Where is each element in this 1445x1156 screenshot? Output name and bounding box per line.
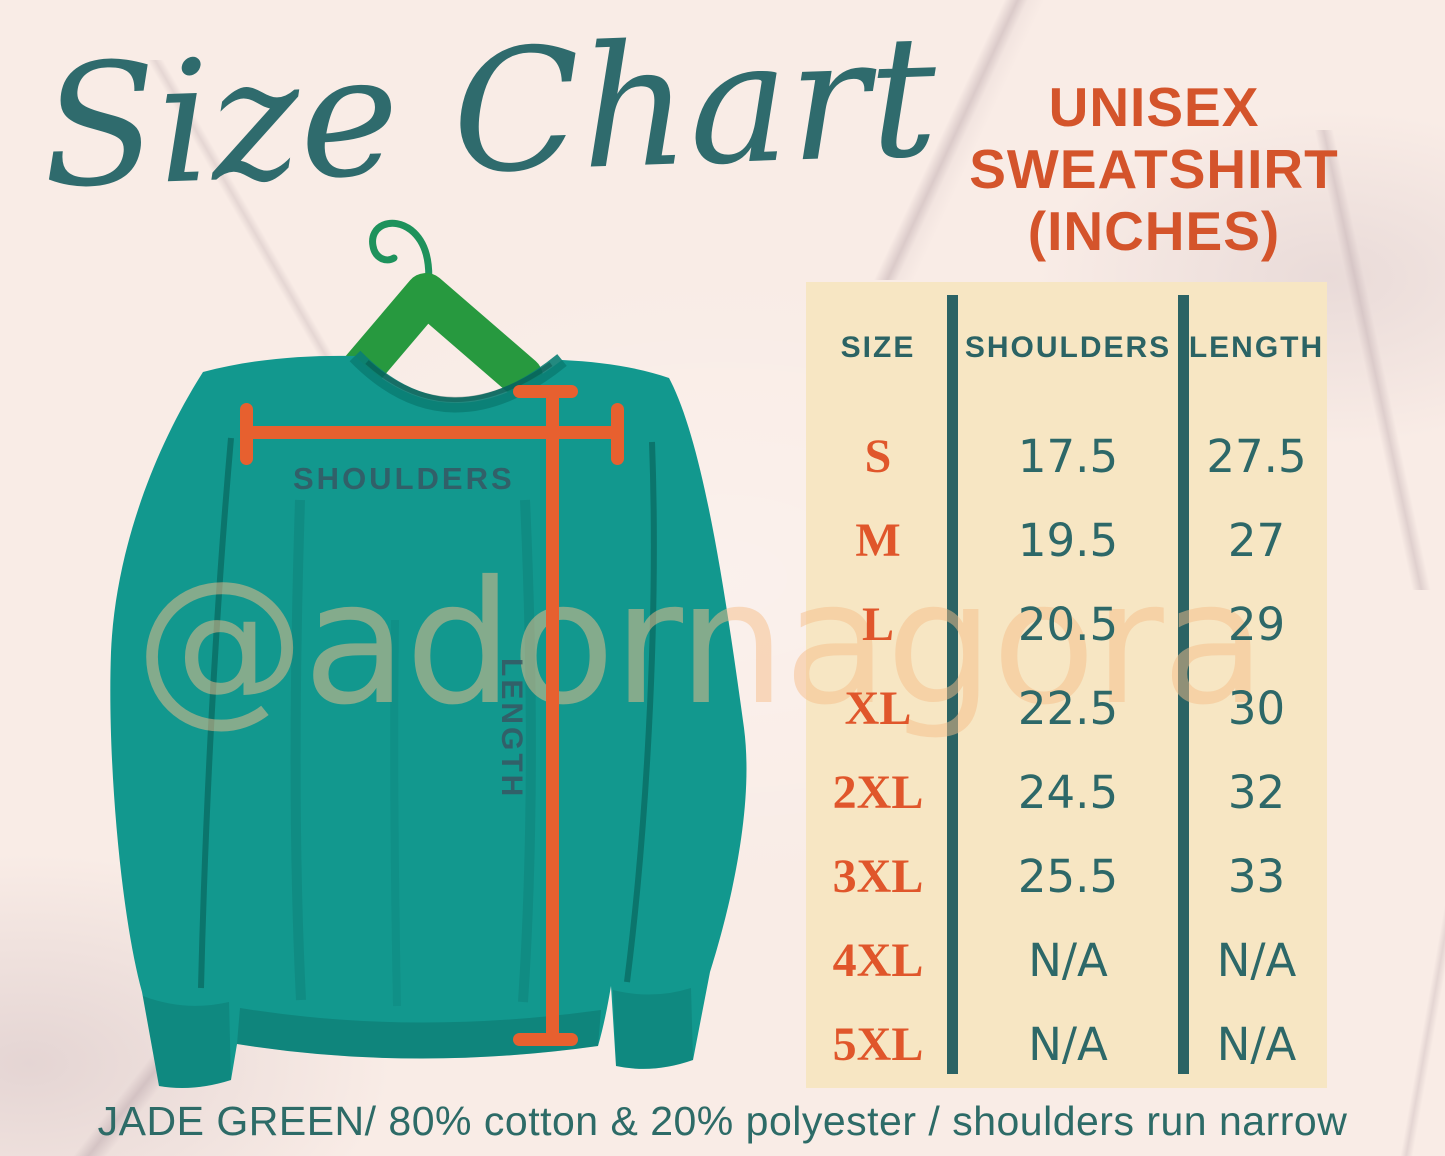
hanger-icon <box>337 273 543 398</box>
page-title: Size Chart <box>38 0 941 226</box>
shoulders-value-3xl: 25.5 <box>1017 849 1119 903</box>
shoulders-value-4xl: N/A <box>1028 933 1108 987</box>
left-cuff <box>143 996 231 1088</box>
length-line-top-cap <box>513 385 578 398</box>
length-label: LENGTH <box>495 658 528 800</box>
shoulders-value-5xl: N/A <box>1028 1017 1108 1071</box>
size-table: SIZE SHOULDERS LENGTH S 17.5 27.5 M 19.5… <box>806 282 1327 1088</box>
length-value-l: 29 <box>1227 597 1286 651</box>
hem-band <box>237 1008 601 1059</box>
sweatshirt-shape <box>110 355 747 1088</box>
table-divider-1 <box>947 295 958 1074</box>
shoulders-value-m: 19.5 <box>1017 513 1119 567</box>
shoulders-value-2xl: 24.5 <box>1017 765 1119 819</box>
length-value-s: 27.5 <box>1206 429 1307 483</box>
size-table-panel <box>806 282 1327 1088</box>
shoulders-value-s: 17.5 <box>1017 429 1119 483</box>
size-label-m: M <box>855 513 901 567</box>
col-header-size: SIZE <box>840 331 916 364</box>
size-label-2xl: 2XL <box>832 765 924 819</box>
watermark: @adornagora <box>135 545 1266 743</box>
size-label-5xl: 5XL <box>832 1017 924 1071</box>
shoulders-label: SHOULDERS <box>293 461 515 496</box>
right-cuff <box>613 988 693 1069</box>
length-value-xl: 30 <box>1227 681 1286 735</box>
hanger-hook-icon <box>369 219 433 296</box>
collar <box>349 350 567 413</box>
shoulders-value-xl: 22.5 <box>1017 681 1119 735</box>
length-value-3xl: 33 <box>1227 849 1286 903</box>
size-label-s: S <box>864 429 892 483</box>
shoulders-line-right-cap <box>611 403 624 465</box>
fabric-fold <box>518 499 536 1003</box>
length-line-bottom-cap <box>513 1033 578 1046</box>
shoulders-line-left-cap <box>240 403 253 465</box>
shoulders-measure-line <box>246 426 618 439</box>
left-sleeve-seam <box>198 437 234 989</box>
product-title-line-3: (INCHES) <box>1027 200 1281 263</box>
product-title-line-2: SWEATSHIRT <box>969 138 1339 201</box>
shoulders-value-l: 20.5 <box>1017 597 1119 651</box>
length-value-5xl: N/A <box>1216 1017 1297 1071</box>
collar-inner-line <box>365 360 553 402</box>
product-title-line-1: UNISEX <box>1048 76 1260 138</box>
fabric-fold <box>390 619 401 1007</box>
size-label-4xl: 4XL <box>832 933 924 987</box>
size-label-3xl: 3XL <box>832 849 924 903</box>
col-header-shoulders: SHOULDERS <box>964 331 1172 364</box>
right-sleeve-seam <box>624 441 657 983</box>
length-measure-line <box>546 388 559 1043</box>
size-label-l: L <box>861 597 894 651</box>
length-value-2xl: 32 <box>1227 765 1286 819</box>
fabric-fold <box>290 499 306 1001</box>
size-label-xl: XL <box>844 681 912 735</box>
length-value-m: 27 <box>1227 513 1286 567</box>
col-header-length: LENGTH <box>1188 331 1325 364</box>
product-title: UNISEX SWEATSHIRT (INCHES) <box>932 76 1376 262</box>
table-divider-2 <box>1178 295 1189 1074</box>
sweatshirt-illustration <box>110 219 747 1088</box>
length-value-4xl: N/A <box>1216 933 1297 987</box>
fabric-note: JADE GREEN/ 80% cotton & 20% polyester /… <box>97 1098 1348 1144</box>
